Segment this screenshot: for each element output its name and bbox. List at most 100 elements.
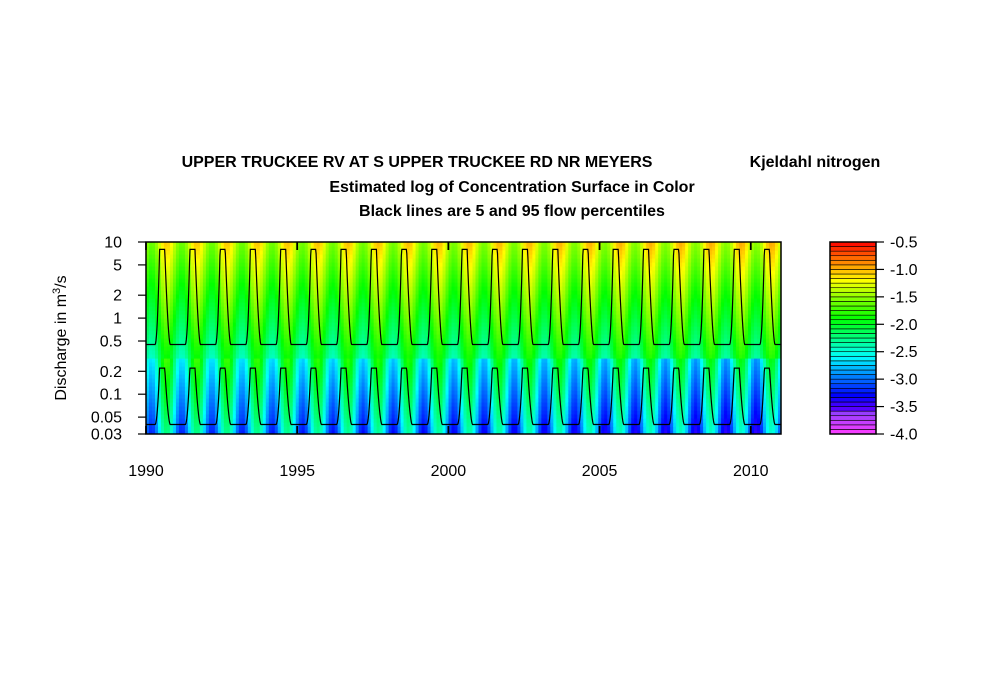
heatmap-cell <box>415 282 420 287</box>
heatmap-cell <box>265 398 270 403</box>
heatmap-cell <box>379 322 384 327</box>
heatmap-cell <box>169 254 174 259</box>
heatmap-cell <box>181 382 186 387</box>
heatmap-cell <box>448 306 453 311</box>
heatmap-cell <box>325 330 330 335</box>
heatmap-cell <box>262 254 267 259</box>
heatmap-cell <box>253 390 258 395</box>
heatmap-cell <box>340 406 345 411</box>
heatmap-cell <box>146 246 150 251</box>
heatmap-cell <box>184 402 189 407</box>
heatmap-cell <box>334 386 339 391</box>
heatmap-cell <box>376 278 381 283</box>
heatmap-cell <box>247 346 252 351</box>
heatmap-cell <box>394 250 399 255</box>
heatmap-cell <box>175 266 180 271</box>
heatmap-cell <box>454 406 459 411</box>
heatmap-cell <box>367 278 372 283</box>
heatmap-cell <box>262 398 267 403</box>
heatmap-cell <box>193 310 198 315</box>
heatmap-cell <box>244 330 249 335</box>
heatmap-cell <box>211 366 216 371</box>
heatmap-cell <box>304 410 309 415</box>
heatmap-cell <box>235 410 240 415</box>
heatmap-cell <box>340 294 345 299</box>
heatmap-cell <box>265 322 270 327</box>
heatmap-cell <box>400 378 405 383</box>
heatmap-cell <box>184 262 189 267</box>
heatmap-cell <box>172 374 177 379</box>
heatmap-cell <box>265 394 270 399</box>
heatmap-cell <box>442 302 447 307</box>
heatmap-cell <box>304 402 309 407</box>
heatmap-cell <box>149 374 153 379</box>
heatmap-cell <box>328 302 333 307</box>
heatmap-cell <box>352 278 357 283</box>
heatmap-cell <box>349 398 354 403</box>
heatmap-cell <box>439 318 444 323</box>
heatmap-cell <box>397 258 402 263</box>
heatmap-cell <box>397 242 402 247</box>
heatmap-cell <box>370 370 375 375</box>
heatmap-cell <box>196 406 201 411</box>
heatmap-cell <box>358 346 363 351</box>
heatmap-cell <box>325 418 330 423</box>
heatmap-cell <box>262 290 267 295</box>
heatmap-cell <box>445 366 450 371</box>
heatmap-cell <box>412 286 417 291</box>
heatmap-cell <box>277 338 282 343</box>
heatmap-cell <box>427 282 432 287</box>
heatmap-cell <box>421 318 426 323</box>
heatmap-cell <box>316 334 321 339</box>
heatmap-cell <box>352 366 357 371</box>
heatmap-cell <box>259 358 264 363</box>
heatmap-cell <box>220 298 225 303</box>
heatmap-cell <box>184 410 189 415</box>
heatmap-cell <box>430 426 435 431</box>
heatmap-cell <box>187 278 192 283</box>
heatmap-cell <box>313 282 318 287</box>
heatmap-cell <box>298 338 303 343</box>
heatmap-cell <box>283 302 288 307</box>
heatmap-cell <box>250 242 255 247</box>
heatmap-cell <box>157 386 162 391</box>
heatmap-cell <box>403 278 408 283</box>
heatmap-cell <box>322 378 327 383</box>
heatmap-cell <box>388 314 393 319</box>
heatmap-cell <box>364 290 369 295</box>
heatmap-cell <box>226 266 231 271</box>
heatmap-cell <box>424 370 429 375</box>
heatmap-cell <box>274 290 279 295</box>
heatmap-cell <box>190 298 195 303</box>
heatmap-cell <box>355 306 360 311</box>
heatmap-cell <box>151 242 156 247</box>
heatmap-cell <box>451 250 456 255</box>
heatmap-cell <box>262 358 267 363</box>
heatmap-cell <box>250 254 255 259</box>
heatmap-cell <box>361 266 366 271</box>
heatmap-cell <box>193 354 198 359</box>
heatmap-cell <box>166 338 171 343</box>
heatmap-cell <box>424 386 429 391</box>
heatmap-cell <box>421 306 426 311</box>
heatmap-cell <box>283 342 288 347</box>
heatmap-cell <box>232 418 237 423</box>
heatmap-cell <box>385 322 390 327</box>
heatmap-cell <box>397 270 402 275</box>
heatmap-cell <box>415 374 420 379</box>
heatmap-cell <box>196 426 201 431</box>
heatmap-cell <box>439 382 444 387</box>
heatmap-cell <box>274 242 279 247</box>
heatmap-cell <box>151 330 156 335</box>
heatmap-cell <box>166 406 171 411</box>
heatmap-cell <box>313 258 318 263</box>
heatmap-cell <box>319 250 324 255</box>
heatmap-cell <box>259 258 264 263</box>
heatmap-cell <box>382 426 387 431</box>
heatmap-cell <box>202 362 207 367</box>
heatmap-cell <box>226 250 231 255</box>
heatmap-cell <box>196 338 201 343</box>
heatmap-cell <box>154 266 159 271</box>
heatmap-cell <box>277 342 282 347</box>
heatmap-cell <box>325 338 330 343</box>
